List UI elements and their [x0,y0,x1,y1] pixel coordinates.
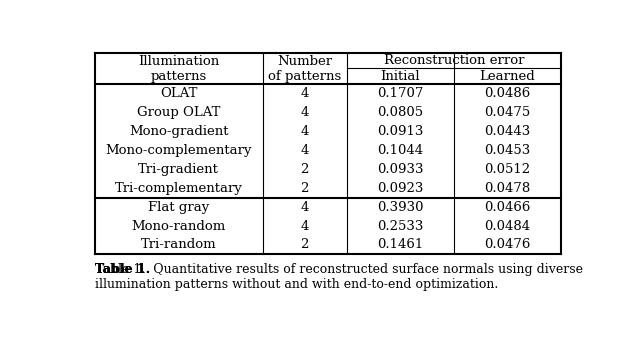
Text: 4: 4 [301,87,309,100]
Text: 0.0478: 0.0478 [484,182,531,195]
Text: 0.0913: 0.0913 [377,125,424,138]
Text: Tri-random: Tri-random [141,238,216,251]
Text: 0.0923: 0.0923 [377,182,424,195]
Text: OLAT: OLAT [160,87,198,100]
Text: Table 1.: Table 1. [95,263,150,276]
Text: 0.0484: 0.0484 [484,220,531,233]
Text: Mono-random: Mono-random [132,220,226,233]
Text: Learned: Learned [479,70,536,83]
Text: Illumination
patterns: Illumination patterns [138,55,220,83]
Text: 4: 4 [301,220,309,233]
Text: 2: 2 [301,238,309,251]
Text: 0.2533: 0.2533 [377,220,424,233]
Text: 0.3930: 0.3930 [377,201,424,214]
Text: Table 1.: Table 1. [95,263,150,276]
Text: Table 1.  Quantitative results of reconstructed surface normals using diverse
il: Table 1. Quantitative results of reconst… [95,263,583,291]
Text: 0.0443: 0.0443 [484,125,531,138]
Text: 0.0476: 0.0476 [484,238,531,251]
Text: 0.0805: 0.0805 [377,106,423,119]
Text: 4: 4 [301,106,309,119]
Text: Flat gray: Flat gray [148,201,209,214]
Text: 0.0475: 0.0475 [484,106,531,119]
Text: Reconstruction error: Reconstruction error [383,54,524,67]
Text: 0.1461: 0.1461 [377,238,424,251]
Text: 0.0453: 0.0453 [484,144,531,157]
Text: 2: 2 [301,163,309,176]
Text: Tri-complementary: Tri-complementary [115,182,243,195]
Text: Initial: Initial [380,70,420,83]
Text: 0.0933: 0.0933 [377,163,424,176]
Text: Number
of patterns: Number of patterns [268,55,341,83]
Text: 2: 2 [301,182,309,195]
Text: 0.0512: 0.0512 [484,163,531,176]
Text: 0.1044: 0.1044 [377,144,423,157]
Text: 4: 4 [301,144,309,157]
Text: Mono-complementary: Mono-complementary [106,144,252,157]
Text: 4: 4 [301,125,309,138]
Text: 0.0466: 0.0466 [484,201,531,214]
Text: Group OLAT: Group OLAT [137,106,221,119]
Text: Tri-gradient: Tri-gradient [138,163,220,176]
Text: 0.0486: 0.0486 [484,87,531,100]
Text: 4: 4 [301,201,309,214]
Text: 0.1707: 0.1707 [377,87,424,100]
Text: Mono-gradient: Mono-gradient [129,125,228,138]
